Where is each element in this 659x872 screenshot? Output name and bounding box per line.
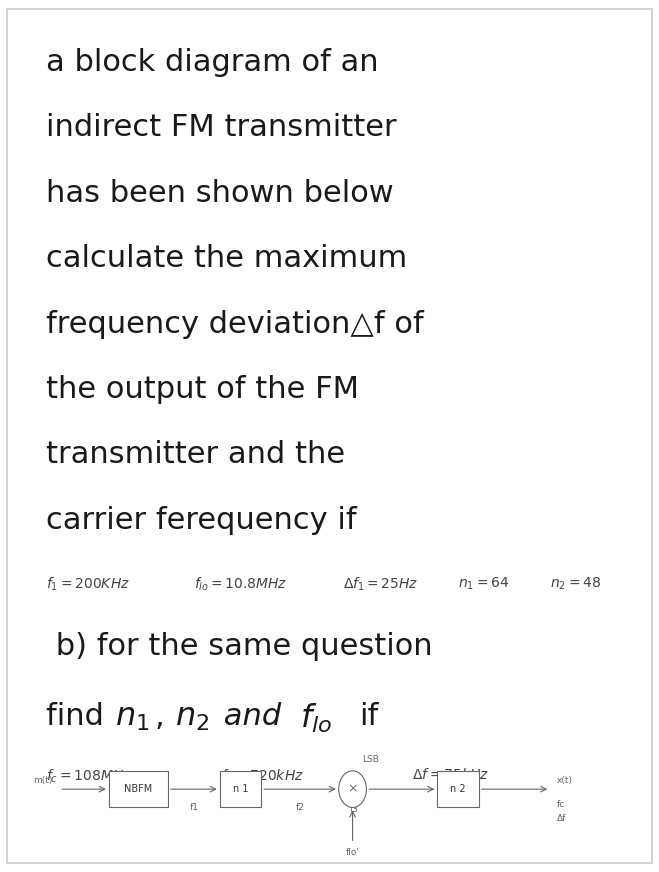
Text: flo': flo' bbox=[345, 848, 360, 857]
Text: $n_1 = 64$: $n_1 = 64$ bbox=[458, 576, 509, 592]
Text: transmitter and the: transmitter and the bbox=[46, 440, 345, 469]
Text: indirect FM transmitter: indirect FM transmitter bbox=[46, 113, 397, 142]
Bar bbox=[109, 771, 168, 807]
Text: frequency deviation△f of: frequency deviation△f of bbox=[46, 310, 424, 338]
Text: calculate the maximum: calculate the maximum bbox=[46, 244, 407, 273]
Circle shape bbox=[339, 771, 366, 807]
Text: NBFM: NBFM bbox=[125, 784, 152, 794]
Text: n 1: n 1 bbox=[233, 784, 248, 794]
Text: $n_2$: $n_2$ bbox=[175, 702, 209, 733]
Text: $\times$: $\times$ bbox=[347, 783, 358, 795]
Text: x(t): x(t) bbox=[557, 776, 573, 785]
Text: $f_{lo}$: $f_{lo}$ bbox=[300, 702, 332, 735]
Text: fc: fc bbox=[557, 800, 565, 809]
Bar bbox=[220, 771, 261, 807]
Text: has been shown below: has been shown below bbox=[46, 179, 394, 208]
Text: a block diagram of an: a block diagram of an bbox=[46, 48, 379, 77]
Text: if: if bbox=[359, 702, 378, 731]
Text: $f_c = 108MHz$: $f_c = 108MHz$ bbox=[46, 767, 132, 785]
Text: n 2: n 2 bbox=[450, 784, 466, 794]
Text: $f_{lo} = 10.8MHz$: $f_{lo} = 10.8MHz$ bbox=[194, 576, 288, 593]
Text: Δf: Δf bbox=[557, 814, 566, 823]
Text: f3: f3 bbox=[350, 805, 359, 814]
Text: $\Delta f_1 = 25Hz$: $\Delta f_1 = 25Hz$ bbox=[343, 576, 418, 593]
Text: the output of the FM: the output of the FM bbox=[46, 375, 359, 404]
Text: and: and bbox=[214, 702, 291, 731]
Text: f2: f2 bbox=[296, 803, 304, 812]
Text: find: find bbox=[46, 702, 114, 731]
Text: $f_3 = 720kHz$: $f_3 = 720kHz$ bbox=[221, 767, 304, 785]
Bar bbox=[438, 771, 478, 807]
Text: LSB: LSB bbox=[362, 755, 380, 764]
Text: carrier ferequency if: carrier ferequency if bbox=[46, 506, 357, 535]
Text: m(t): m(t) bbox=[33, 776, 53, 785]
Text: b) for the same question: b) for the same question bbox=[46, 632, 433, 661]
Text: $n_1$: $n_1$ bbox=[115, 702, 150, 733]
Text: $f_1 = 200KHz$: $f_1 = 200KHz$ bbox=[46, 576, 130, 593]
Text: ,: , bbox=[155, 702, 175, 731]
Text: f1: f1 bbox=[189, 803, 198, 812]
Text: $\Delta f = 75kHz$: $\Delta f = 75kHz$ bbox=[412, 767, 489, 782]
Text: $n_2 = 48$: $n_2 = 48$ bbox=[550, 576, 602, 592]
